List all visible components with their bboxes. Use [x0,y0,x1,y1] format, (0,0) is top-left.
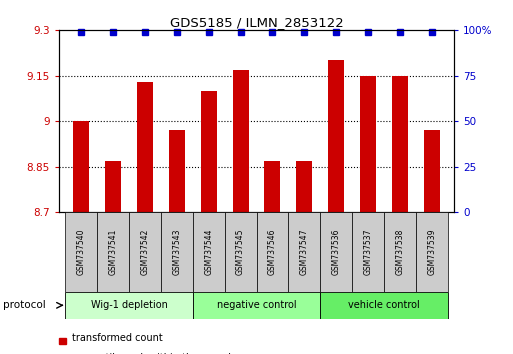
Text: GSM737537: GSM737537 [364,229,372,275]
Bar [424,130,440,212]
Bar [65,212,97,292]
Bar [161,212,193,292]
Text: GSM737543: GSM737543 [172,229,182,275]
Bar [288,212,320,292]
Text: GSM737544: GSM737544 [204,229,213,275]
Text: transformed count: transformed count [72,333,163,343]
Bar [297,161,312,212]
Bar [73,121,89,212]
Bar [105,161,121,212]
Text: GSM737540: GSM737540 [77,229,86,275]
Bar [256,212,288,292]
Bar [320,212,352,292]
Text: negative control: negative control [216,300,297,310]
Text: GSM737542: GSM737542 [141,229,149,275]
Bar [137,82,153,212]
Text: vehicle control: vehicle control [348,300,420,310]
Text: GSM737536: GSM737536 [331,229,341,275]
Bar [97,212,129,292]
Bar [193,292,320,319]
Text: Wig-1 depletion: Wig-1 depletion [91,300,168,310]
Bar [328,61,344,212]
Bar [320,292,448,319]
Text: GSM737545: GSM737545 [236,229,245,275]
Text: GSM737539: GSM737539 [427,229,436,275]
Bar [201,91,216,212]
Bar [225,212,256,292]
Text: GSM737547: GSM737547 [300,229,309,275]
Bar [193,212,225,292]
Text: protocol: protocol [3,300,45,310]
Bar [352,212,384,292]
Text: GSM737538: GSM737538 [396,229,404,275]
Text: GSM737546: GSM737546 [268,229,277,275]
Bar [232,70,248,212]
Text: percentile rank within the sample: percentile rank within the sample [72,353,237,354]
Bar [392,76,408,212]
Bar [169,130,185,212]
Bar [65,292,193,319]
Bar [129,212,161,292]
Bar [265,161,281,212]
Title: GDS5185 / ILMN_2853122: GDS5185 / ILMN_2853122 [170,16,343,29]
Text: GSM737541: GSM737541 [109,229,117,275]
Bar [360,76,376,212]
Bar [384,212,416,292]
Bar [416,212,448,292]
